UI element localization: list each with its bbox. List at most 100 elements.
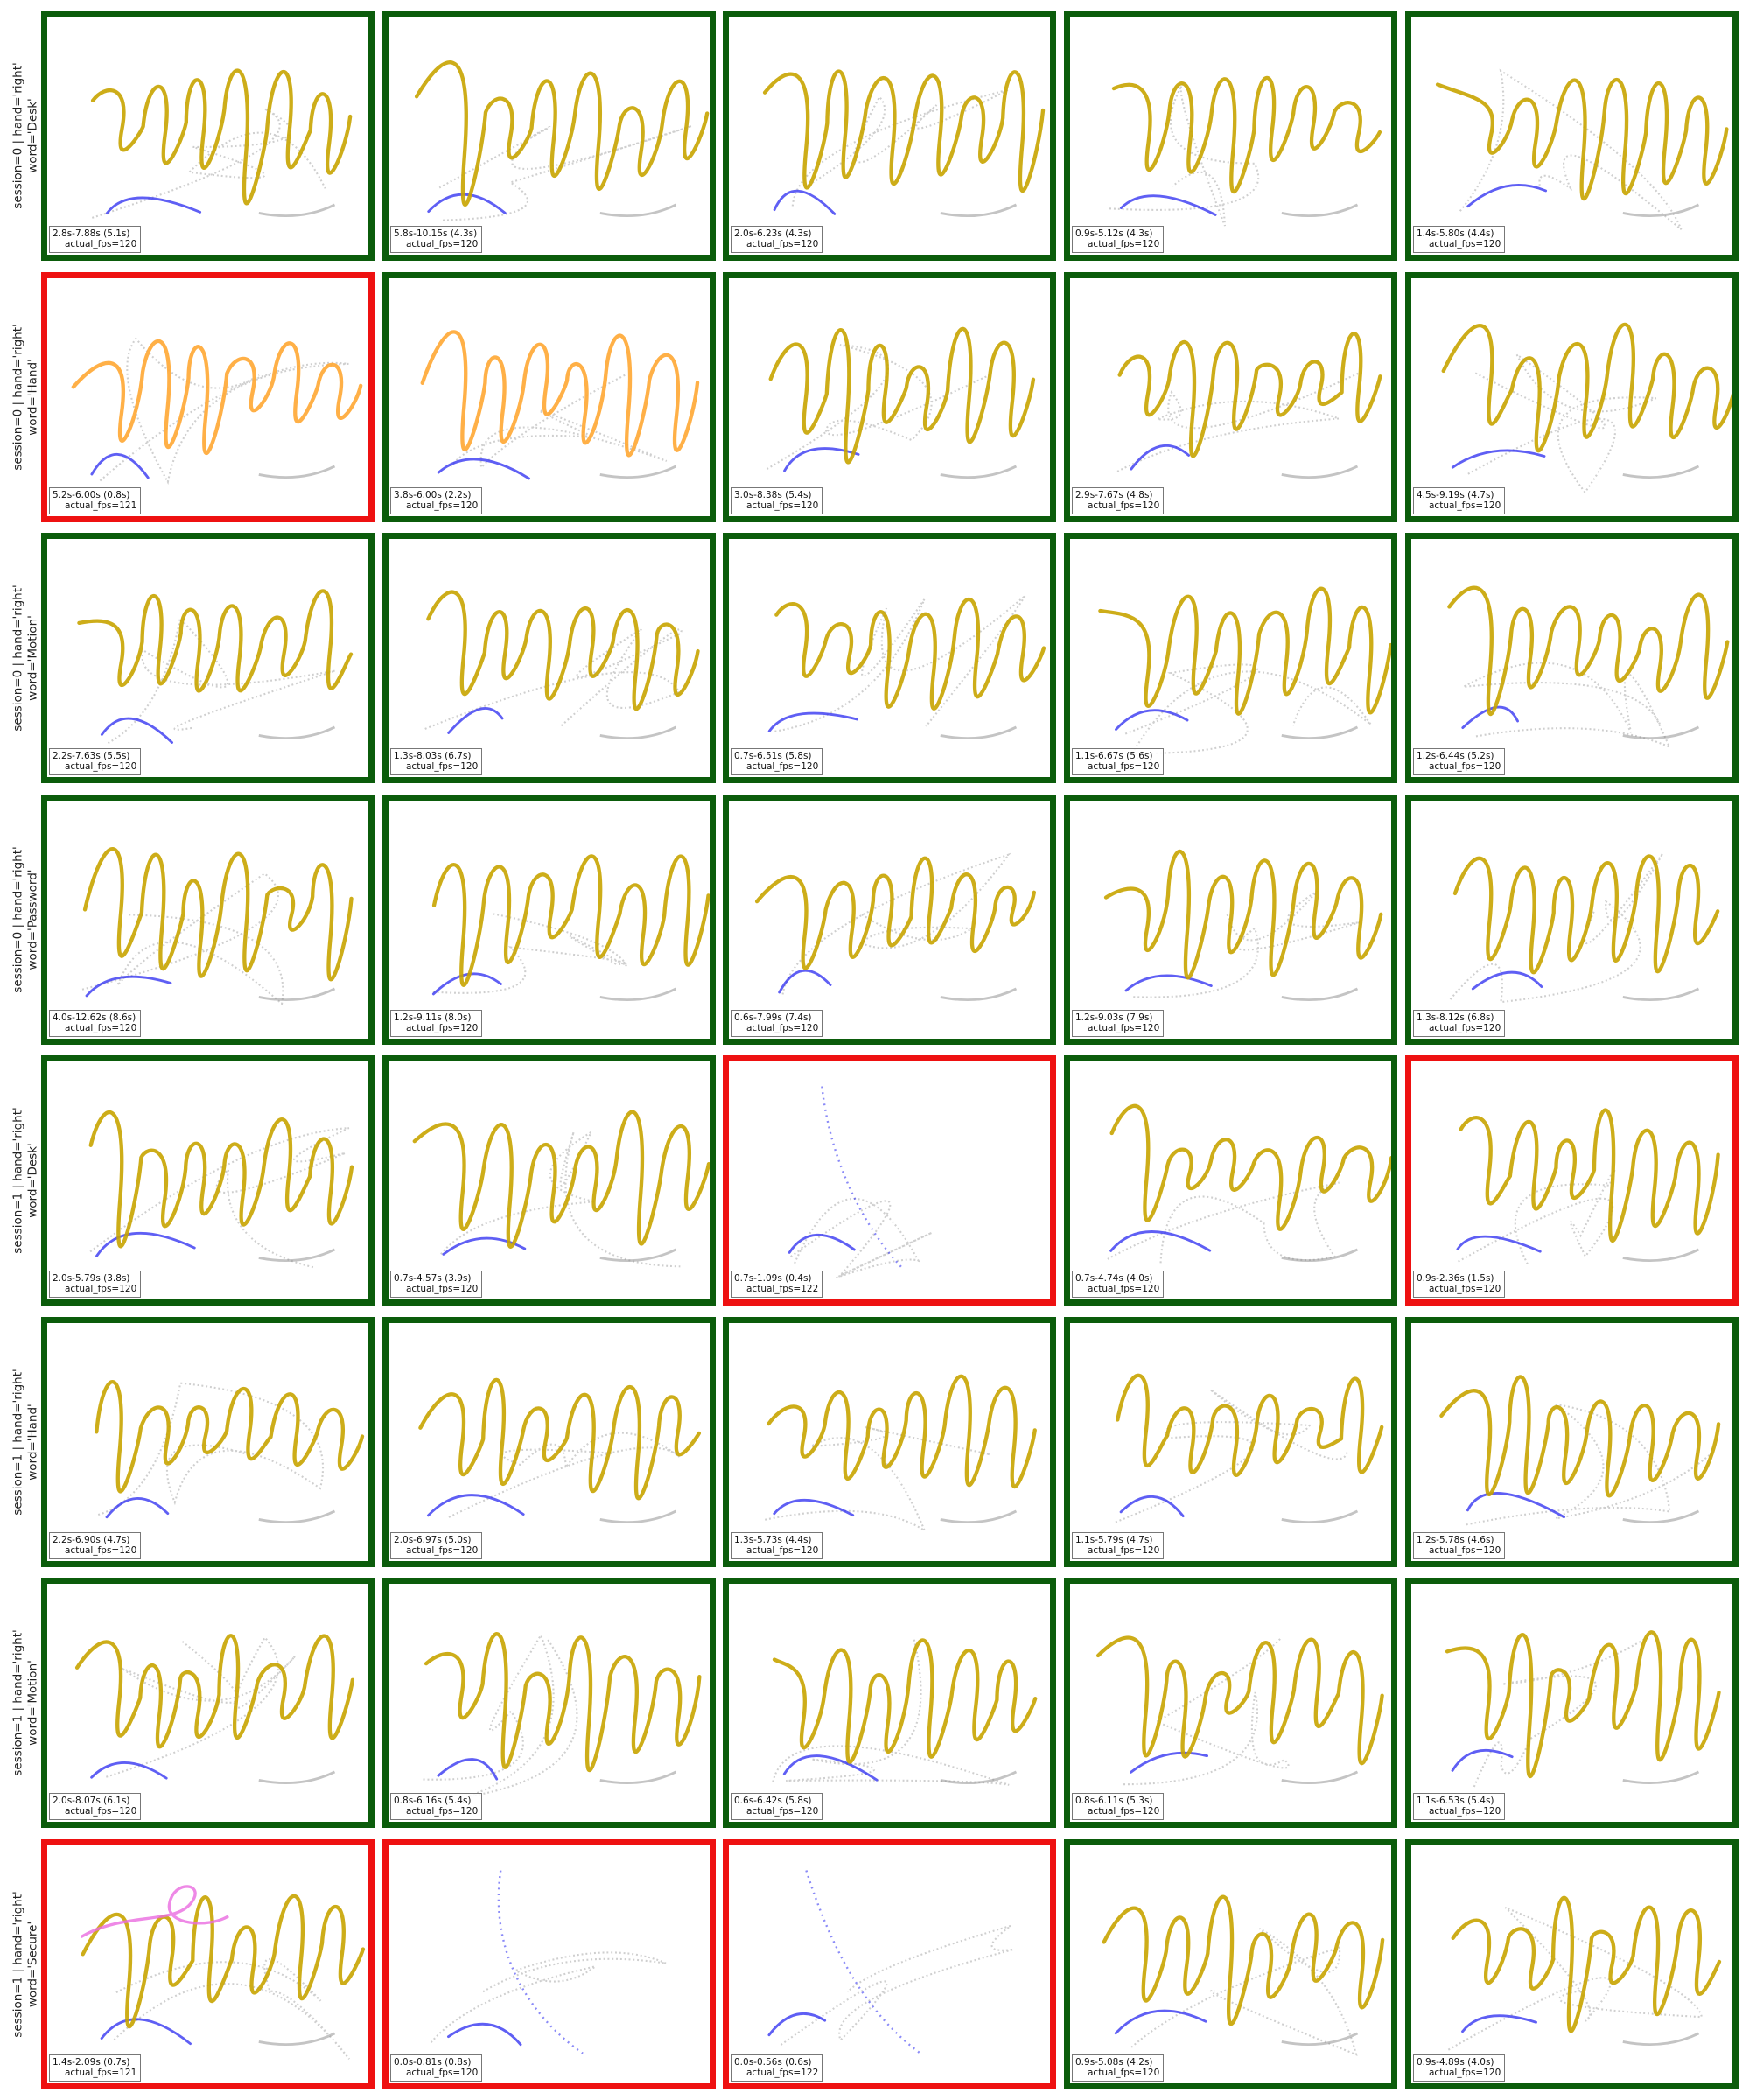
- time-range: 3.0s-8.38s (5.4s): [734, 490, 812, 500]
- time-range: 1.2s-5.78s (4.6s): [1417, 1535, 1494, 1545]
- trajectory-panel: 0.7s-6.51s (5.8s) actual_fps=120: [723, 533, 1056, 783]
- timing-info-box: 1.3s-5.73s (4.4s) actual_fps=120: [731, 1532, 823, 1559]
- trajectory-panel: 2.0s-8.07s (6.1s) actual_fps=120: [41, 1578, 374, 1828]
- handwriting-trajectory: [788, 1086, 934, 1279]
- time-range: 1.3s-8.12s (6.8s): [1417, 1012, 1494, 1023]
- handwriting-trajectory: [94, 1380, 365, 1524]
- timing-info-box: 3.8s-6.00s (2.2s) actual_fps=120: [390, 487, 483, 514]
- fps-value: actual_fps=120: [1088, 239, 1160, 249]
- row-label-text: session=0 | hand='right' word='Password': [11, 846, 41, 992]
- trajectory-panel: 2.9s-7.67s (4.8s) actual_fps=120: [1064, 272, 1397, 522]
- trajectory-panel: 0.0s-0.56s (0.6s) actual_fps=122: [723, 1839, 1056, 2090]
- time-range: 4.5s-9.19s (4.7s): [1417, 490, 1494, 500]
- time-range: 0.9s-2.36s (1.5s): [1417, 1273, 1494, 1284]
- row-label-text: session=0 | hand='right' word='Desk': [11, 62, 41, 208]
- row-label-session-hand: session=1 | hand='right': [11, 1629, 26, 1776]
- trajectory-panel: 1.4s-5.80s (4.4s) actual_fps=120: [1405, 10, 1739, 261]
- trajectory-panel: 2.0s-5.79s (3.8s) actual_fps=120: [41, 1055, 374, 1306]
- trajectory-panel: 4.5s-9.19s (4.7s) actual_fps=120: [1405, 272, 1739, 522]
- time-range: 1.4s-5.80s (4.4s): [1417, 228, 1494, 239]
- time-range: 5.2s-6.00s (0.8s): [52, 490, 130, 500]
- row-label-text: session=0 | hand='right' word='Motion': [11, 584, 41, 731]
- time-range: 4.0s-12.62s (8.6s): [52, 1012, 136, 1023]
- timing-info-box: 5.8s-10.15s (4.3s) actual_fps=120: [390, 226, 483, 253]
- fps-value: actual_fps=120: [406, 1806, 479, 1816]
- fps-value: actual_fps=120: [746, 500, 819, 511]
- row-label-word: word='Password': [26, 869, 41, 970]
- fps-value: actual_fps=120: [1088, 1023, 1160, 1033]
- handwriting-trajectory: [1449, 852, 1720, 1004]
- timing-info-box: 2.0s-6.23s (4.3s) actual_fps=120: [731, 226, 823, 253]
- row-label-session-hand: session=1 | hand='right': [11, 1107, 26, 1254]
- row-label-word: word='Desk': [26, 98, 41, 173]
- trajectory-panel: 0.8s-6.16s (5.4s) actual_fps=120: [382, 1578, 716, 1828]
- trajectory-panel: 1.2s-9.11s (8.0s) actual_fps=120: [382, 794, 716, 1045]
- time-range: 1.1s-6.53s (5.4s): [1417, 1796, 1494, 1806]
- fps-value: actual_fps=120: [1088, 761, 1160, 772]
- trajectory-panel: 0.9s-5.08s (4.2s) actual_fps=120: [1064, 1839, 1397, 2090]
- row-label-text: session=0 | hand='right' word='Hand': [11, 324, 41, 470]
- time-range: 2.8s-7.88s (5.1s): [52, 228, 130, 239]
- handwriting-trajectory: [423, 1632, 702, 1798]
- timing-info-box: 0.9s-5.08s (4.2s) actual_fps=120: [1072, 2054, 1165, 2082]
- fps-value: actual_fps=120: [65, 761, 137, 772]
- timing-info-box: 5.2s-6.00s (0.8s) actual_fps=121: [49, 487, 142, 514]
- handwriting-trajectory: [764, 1374, 1037, 1533]
- handwriting-trajectory: [80, 1885, 366, 2060]
- row-label-text: session=1 | hand='right' word='Desk': [11, 1107, 41, 1253]
- handwriting-trajectory: [772, 1638, 1038, 1786]
- timing-info-box: 1.1s-6.53s (5.4s) actual_fps=120: [1413, 1793, 1506, 1820]
- row-label-word: word='Motion': [26, 615, 41, 701]
- time-range: 0.6s-7.99s (7.4s): [734, 1012, 812, 1023]
- time-range: 0.7s-4.57s (3.9s): [394, 1273, 472, 1284]
- time-range: 1.1s-6.67s (5.6s): [1075, 751, 1153, 761]
- timing-info-box: 1.2s-9.11s (8.0s) actual_fps=120: [390, 1010, 483, 1037]
- handwriting-trajectory: [414, 60, 710, 221]
- trajectory-panel: 1.4s-2.09s (0.7s) actual_fps=121: [41, 1839, 374, 2090]
- fps-value: actual_fps=120: [1429, 500, 1502, 511]
- trajectory-panel: 5.8s-10.15s (4.3s) actual_fps=120: [382, 10, 716, 261]
- time-range: 1.2s-6.44s (5.2s): [1417, 751, 1494, 761]
- timing-info-box: 1.1s-5.79s (4.7s) actual_fps=120: [1072, 1532, 1165, 1559]
- time-range: 3.8s-6.00s (2.2s): [394, 490, 472, 500]
- timing-info-box: 0.9s-2.36s (1.5s) actual_fps=120: [1413, 1270, 1506, 1298]
- time-range: 5.8s-10.15s (4.3s): [394, 228, 478, 239]
- trajectory-panel: 0.6s-7.99s (7.4s) actual_fps=120: [723, 794, 1056, 1045]
- time-range: 2.0s-5.79s (3.8s): [52, 1273, 130, 1284]
- fps-value: actual_fps=120: [746, 1023, 819, 1033]
- fps-value: actual_fps=120: [1429, 1284, 1502, 1294]
- time-range: 1.4s-2.09s (0.7s): [52, 2057, 130, 2068]
- fps-value: actual_fps=120: [406, 1284, 479, 1294]
- handwriting-trajectory: [1435, 68, 1729, 231]
- timing-info-box: 0.6s-7.99s (7.4s) actual_fps=120: [731, 1010, 823, 1037]
- fps-value: actual_fps=121: [65, 2068, 137, 2078]
- timing-info-box: 0.9s-5.12s (4.3s) actual_fps=120: [1072, 226, 1165, 253]
- row-label-word: word='Hand': [26, 1404, 41, 1480]
- trajectory-panel: 2.0s-6.97s (5.0s) actual_fps=120: [382, 1317, 716, 1567]
- trajectory-panel: 1.2s-6.44s (5.2s) actual_fps=120: [1405, 533, 1739, 783]
- time-range: 0.9s-5.08s (4.2s): [1075, 2057, 1153, 2068]
- fps-value: actual_fps=120: [406, 500, 479, 511]
- row-label-word: word='Desk': [26, 1143, 41, 1218]
- trajectory-panel: 1.2s-9.03s (7.9s) actual_fps=120: [1064, 794, 1397, 1045]
- trajectory-panel: 1.1s-5.79s (4.7s) actual_fps=120: [1064, 1317, 1397, 1567]
- timing-info-box: 0.8s-6.16s (5.4s) actual_fps=120: [390, 1793, 483, 1820]
- timing-info-box: 0.6s-6.42s (5.8s) actual_fps=120: [731, 1793, 823, 1820]
- row-label-text: session=1 | hand='right' word='Hand': [11, 1368, 41, 1515]
- row-label-word: word='Hand': [26, 359, 41, 436]
- time-range: 0.0s-0.81s (0.8s): [394, 2057, 472, 2068]
- handwriting-trajectory: [420, 330, 700, 480]
- fps-value: actual_fps=120: [746, 239, 819, 249]
- row-label-session-hand: session=0 | hand='right': [11, 62, 26, 209]
- trajectory-panel: 0.0s-0.81s (0.8s) actual_fps=120: [382, 1839, 716, 2090]
- time-range: 2.2s-7.63s (5.5s): [52, 751, 130, 761]
- fps-value: actual_fps=120: [1088, 1284, 1160, 1294]
- time-range: 2.0s-6.97s (5.0s): [394, 1535, 472, 1545]
- trajectory-panel: 1.1s-6.53s (5.4s) actual_fps=120: [1405, 1578, 1739, 1828]
- fps-value: actual_fps=120: [1429, 239, 1502, 249]
- timing-info-box: 0.9s-4.89s (4.0s) actual_fps=120: [1413, 2054, 1506, 2082]
- fps-value: actual_fps=120: [1088, 2068, 1160, 2078]
- trajectory-panel: 2.2s-7.63s (5.5s) actual_fps=120: [41, 533, 374, 783]
- handwriting-trajectory: [766, 326, 1036, 480]
- timing-info-box: 0.8s-6.11s (5.3s) actual_fps=120: [1072, 1793, 1165, 1820]
